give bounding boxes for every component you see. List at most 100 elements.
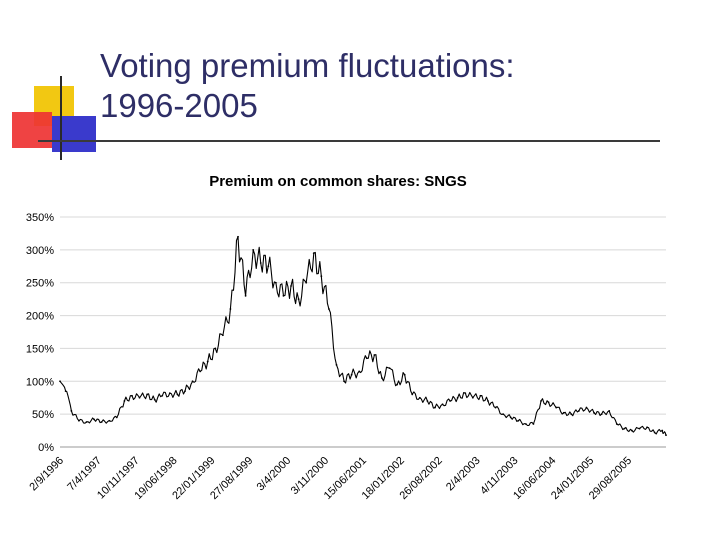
data-point (267, 265, 270, 268)
data-point (252, 248, 255, 251)
data-point (153, 398, 156, 401)
data-point (123, 400, 126, 402)
data-point (381, 377, 383, 379)
data-point (411, 393, 414, 396)
data-point (464, 392, 467, 395)
data-point (131, 394, 133, 397)
data-point (184, 390, 186, 393)
data-point (471, 396, 474, 399)
data-point (64, 390, 67, 393)
data-point (562, 411, 565, 414)
data-point (146, 393, 149, 396)
data-point (441, 403, 444, 406)
data-point (653, 431, 656, 434)
data-point (661, 429, 664, 432)
data-point (502, 413, 505, 416)
y-tick-label: 0% (38, 442, 54, 454)
data-point (403, 373, 406, 376)
data-point (305, 281, 308, 284)
data-point (365, 357, 368, 360)
data-point (593, 411, 595, 414)
data-point (547, 401, 550, 404)
data-point (373, 354, 376, 356)
data-point (168, 392, 171, 395)
data-point (665, 434, 667, 437)
data-point (577, 409, 580, 412)
data-point (206, 360, 209, 363)
y-tick-label: 100% (26, 376, 54, 388)
data-point (396, 383, 398, 386)
data-point (221, 334, 224, 337)
data-point (274, 281, 277, 284)
slide-title-line1: Voting premium fluctuations: (100, 47, 515, 84)
data-point (509, 416, 512, 419)
slide-title-line2: 1996-2005 (100, 87, 258, 124)
data-point (138, 396, 141, 399)
data-point (85, 421, 88, 423)
deco-vertical-rule (60, 76, 62, 160)
data-point (449, 400, 452, 402)
data-point (524, 423, 527, 425)
data-point (229, 308, 232, 310)
data-point (388, 367, 391, 370)
data-point (297, 298, 300, 301)
y-tick-label: 200% (26, 311, 54, 323)
y-tick-label: 300% (26, 245, 54, 257)
data-point (312, 252, 315, 255)
deco-blue-square (52, 116, 96, 152)
data-point (343, 380, 345, 383)
data-point (358, 370, 361, 373)
data-point (585, 406, 588, 409)
axis-layer: 0% 50% 100% 150% 200% 250% 300% 350% 2/9/1996 7/4… (26, 212, 634, 502)
x-tick-label: 2/9/1996 (27, 455, 66, 494)
data-point (176, 393, 179, 396)
data-point (615, 423, 618, 425)
data-point (487, 400, 489, 402)
y-tick-label: 50% (32, 409, 54, 421)
data-point (70, 409, 73, 412)
data-point (540, 400, 542, 402)
data-point (646, 426, 648, 429)
data-point (494, 406, 497, 409)
data-point (350, 373, 353, 376)
data-point (418, 396, 421, 399)
x-tick-label: 3/4/2000 (255, 455, 294, 494)
data-point (532, 423, 535, 425)
data-point (638, 427, 641, 430)
data-point (244, 294, 247, 297)
data-point (214, 347, 217, 350)
grid-layer (60, 216, 666, 448)
data-point (199, 370, 202, 373)
y-tick-label: 150% (26, 343, 54, 355)
data-point (479, 394, 482, 397)
data-point (59, 380, 61, 383)
y-tick-label: 250% (26, 278, 54, 290)
data-point (608, 409, 611, 412)
data-point (78, 419, 80, 422)
data-point (631, 429, 633, 432)
data-point (456, 396, 459, 399)
deco-red-square (12, 112, 52, 148)
series-line (59, 236, 667, 436)
data-point (282, 294, 285, 297)
data-point (517, 419, 520, 422)
data-point (434, 406, 436, 409)
data-point (108, 419, 111, 422)
x-tick-label: 7/4/1997 (65, 455, 104, 494)
data-point (191, 380, 194, 383)
data-point (320, 275, 323, 278)
data-point (426, 400, 429, 402)
data-point (115, 416, 118, 419)
x-tick-label: 2/4/2003 (444, 455, 483, 494)
data-point (555, 406, 558, 409)
data-point (100, 421, 103, 423)
slide-title: Voting premium fluctuations: 1996-2005 (100, 46, 660, 126)
data-layer (59, 235, 667, 437)
data-point (161, 394, 164, 397)
data-point (335, 363, 338, 366)
premium-chart: Premium on common shares: SNGS 0% 50% 100%… (26, 173, 667, 502)
data-point (259, 262, 262, 264)
data-point (328, 308, 330, 310)
data-point (290, 285, 292, 287)
data-point (570, 413, 573, 416)
